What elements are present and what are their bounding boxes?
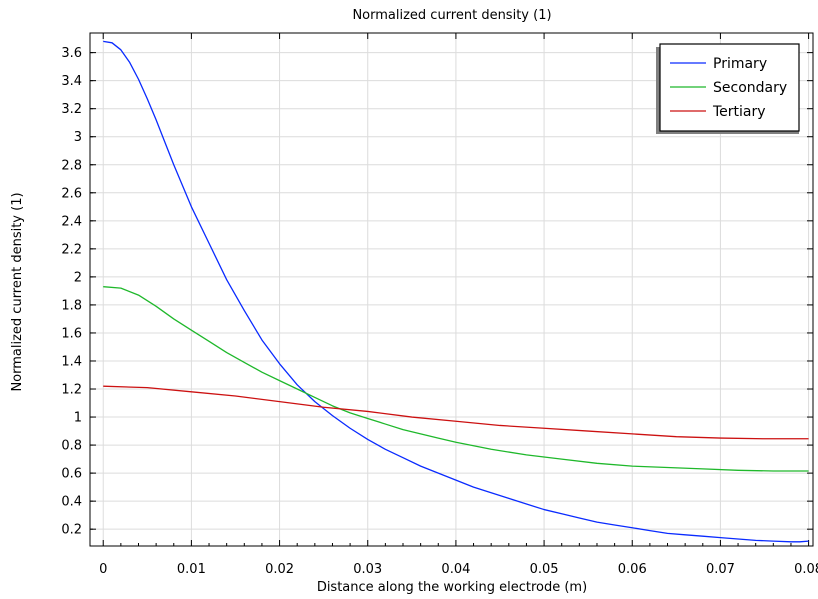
x-tick-label: 0.02: [265, 562, 294, 577]
y-tick-label: 2: [74, 270, 82, 285]
y-tick-label: 2.2: [61, 242, 82, 257]
y-tick-label: 3.6: [61, 46, 82, 61]
y-tick-label: 3.4: [61, 74, 82, 89]
y-tick-label: 0.2: [61, 523, 82, 538]
y-tick-label: 3.2: [61, 102, 82, 117]
x-tick-label: 0.01: [177, 562, 206, 577]
axis-ticks: 0 0.01 0.02 0.03 0.04 0.05 0.06 0.07 0.08 0.2 0.4 0…: [61, 33, 818, 577]
y-tick-label: 1.6: [61, 326, 82, 341]
legend-label-tertiary: Tertiary: [712, 104, 766, 120]
x-tick-label: 0.06: [618, 562, 647, 577]
series-lines: [103, 40, 809, 543]
x-tick-label: 0.08: [794, 562, 818, 577]
x-tick-label: 0.04: [441, 562, 470, 577]
y-tick-label: 2.4: [61, 214, 82, 229]
y-tick-label: 0.6: [61, 467, 82, 482]
series-line-primary: [103, 40, 809, 543]
y-tick-label: 2.6: [61, 186, 82, 201]
y-tick-label: 1.8: [61, 298, 82, 313]
y-tick-label: 1.4: [61, 354, 82, 369]
x-axis-title: Distance along the working electrode (m): [317, 580, 587, 595]
x-tick-label: 0.05: [530, 562, 559, 577]
legend-label-secondary: Secondary: [713, 80, 787, 96]
y-tick-label: 1: [74, 411, 82, 426]
x-tick-label: 0.03: [353, 562, 382, 577]
y-tick-label: 1.2: [61, 383, 82, 398]
series-line-tertiary: [103, 385, 809, 440]
y-tick-label: 3: [74, 130, 82, 145]
series-line-secondary: [103, 286, 809, 472]
legend: Primary Secondary Tertiary: [656, 43, 800, 134]
grid: [90, 33, 813, 546]
y-tick-label: 0.4: [61, 495, 82, 510]
x-tick-label: 0: [99, 562, 107, 577]
x-tick-label: 0.07: [706, 562, 735, 577]
y-tick-label: 0.8: [61, 439, 82, 454]
y-axis-title: Normalized current density (1): [10, 192, 25, 391]
legend-box: [659, 43, 800, 132]
plot-area-frame: [89, 32, 814, 547]
legend-label-primary: Primary: [713, 56, 767, 72]
y-tick-label: 2.8: [61, 158, 82, 173]
chart-title: Normalized current density (1): [352, 8, 551, 23]
